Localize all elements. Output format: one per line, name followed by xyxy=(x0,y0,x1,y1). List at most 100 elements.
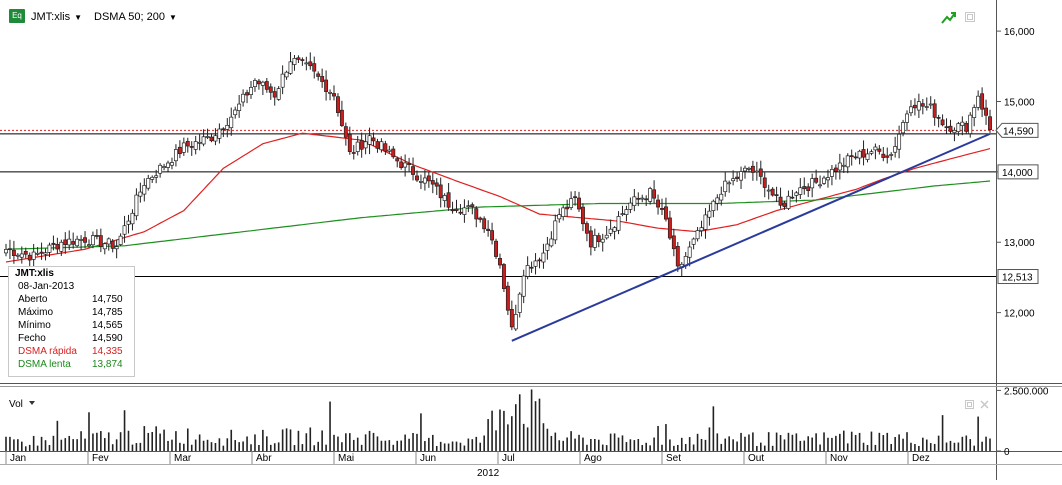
candle-body xyxy=(505,285,510,311)
candle-body xyxy=(802,186,807,190)
candle-body xyxy=(367,135,372,145)
candle-body xyxy=(596,235,601,243)
candle-body xyxy=(407,163,412,165)
candle-body xyxy=(387,149,392,152)
candle-body xyxy=(980,93,985,110)
candle-body xyxy=(79,239,84,241)
candle-body xyxy=(446,192,451,208)
candle-body xyxy=(794,192,799,196)
candle-body xyxy=(280,73,285,88)
candle-body xyxy=(818,184,823,187)
chevron-down-icon: ▼ xyxy=(168,13,177,22)
candle-body xyxy=(664,206,668,220)
month-label: Jan xyxy=(10,453,26,464)
candle-body xyxy=(849,155,854,158)
candle-body xyxy=(833,167,838,172)
candle-body xyxy=(901,122,906,134)
y-tick-label: 13,000 xyxy=(1004,238,1035,249)
candle-body xyxy=(952,129,957,134)
candle-body xyxy=(158,164,163,174)
candle-body xyxy=(976,95,981,108)
candle-body xyxy=(569,198,574,208)
candle-body xyxy=(877,148,882,152)
candle-body xyxy=(616,216,621,231)
candle-body xyxy=(735,176,740,179)
candle-body xyxy=(632,196,637,206)
month-label: Jun xyxy=(420,453,436,464)
candle-body xyxy=(490,230,495,241)
candle-body xyxy=(264,81,269,90)
candle-body xyxy=(201,136,206,145)
candle-body xyxy=(565,206,570,210)
candle-body xyxy=(739,171,743,181)
equity-icon: Eq xyxy=(9,9,25,23)
symbol-selector[interactable]: JMT:xlis ▼ xyxy=(31,11,82,23)
trend-up-icon[interactable] xyxy=(941,12,956,24)
candle-body xyxy=(249,87,253,95)
candle-body xyxy=(474,208,479,220)
volume-tick-label: 2.500.000 xyxy=(1004,386,1049,397)
volume-menu-caret-icon[interactable] xyxy=(29,401,35,405)
data-window: JMT:xlis 08-Jan-2013 Aberto 14,750 Máximo… xyxy=(8,266,135,377)
candle-body xyxy=(545,243,550,251)
close-icon[interactable] xyxy=(980,400,989,409)
window-restore-icon[interactable] xyxy=(965,12,975,22)
candle-body xyxy=(336,96,340,113)
candle-body xyxy=(644,198,649,201)
candle-body xyxy=(426,175,431,182)
candle-body xyxy=(853,156,858,159)
candle-body xyxy=(102,243,107,250)
candle-body xyxy=(897,133,902,150)
candle-body xyxy=(778,196,783,206)
candle-body xyxy=(707,210,712,218)
candle-body xyxy=(134,194,139,217)
candle-body xyxy=(553,220,558,241)
candle-body xyxy=(521,275,526,297)
candle-body xyxy=(667,217,672,239)
candle-body xyxy=(581,206,585,225)
candle-body xyxy=(940,119,945,126)
candle-body xyxy=(573,196,578,199)
candle-body xyxy=(746,167,751,170)
candle-body xyxy=(782,202,787,207)
candle-body xyxy=(478,217,483,220)
infobox-symbol: JMT:xlis xyxy=(15,268,54,279)
candle-body xyxy=(517,293,522,313)
candle-body xyxy=(486,228,491,232)
candle-body xyxy=(328,91,332,94)
candle-body xyxy=(347,134,352,152)
candle-body xyxy=(300,59,305,61)
candle-body xyxy=(47,244,52,253)
candle-body xyxy=(462,207,467,215)
candle-body xyxy=(944,126,949,129)
volume-restore-icon[interactable] xyxy=(965,400,974,409)
candle-body xyxy=(217,128,222,139)
candle-body xyxy=(75,238,80,247)
candle-body xyxy=(703,214,708,230)
candle-body xyxy=(67,238,72,246)
candle-body xyxy=(83,237,87,243)
candle-body xyxy=(114,246,119,250)
candle-body xyxy=(375,141,380,149)
candle-body xyxy=(656,199,660,208)
candle-body xyxy=(881,153,886,158)
candle-body xyxy=(861,149,866,158)
candle-body xyxy=(920,103,925,107)
candle-body xyxy=(237,103,242,112)
candle-body xyxy=(561,207,566,217)
candle-body xyxy=(711,200,716,211)
candle-body xyxy=(537,259,542,262)
candle-body xyxy=(984,107,988,116)
candle-body xyxy=(810,178,815,189)
candle-body xyxy=(988,116,992,130)
candle-body xyxy=(608,228,613,234)
candle-body xyxy=(806,186,811,191)
candle-body xyxy=(292,58,297,65)
candle-body xyxy=(652,189,657,199)
indicator-selector[interactable]: DSMA 50; 200 ▼ xyxy=(94,11,177,23)
candle-body xyxy=(146,178,151,189)
month-label: Fev xyxy=(92,453,109,464)
infobox-date: 08-Jan-2013 xyxy=(18,281,75,292)
